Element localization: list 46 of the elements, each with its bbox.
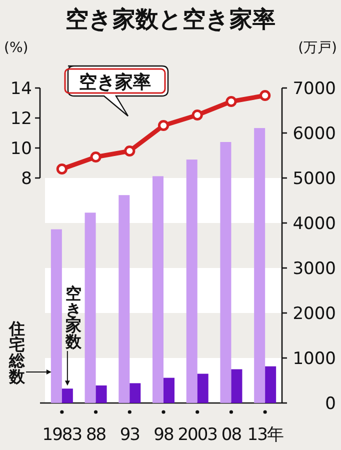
bar bbox=[84, 212, 96, 403]
y2-tick-label: 3000 bbox=[292, 259, 336, 279]
bar bbox=[231, 369, 242, 403]
chart-title: 空き家数と空き家率 bbox=[66, 6, 276, 33]
x-tick-label: 88 bbox=[86, 425, 106, 445]
x-tick-label: 08 bbox=[221, 425, 242, 445]
bar bbox=[96, 385, 107, 403]
y-axis-title: (%) bbox=[4, 40, 28, 56]
bar bbox=[62, 388, 73, 403]
bar bbox=[164, 378, 174, 403]
y2-tick-label: 2000 bbox=[292, 304, 336, 324]
point bbox=[226, 96, 237, 108]
point bbox=[124, 145, 136, 157]
y2-tick-label: 4000 bbox=[292, 214, 336, 234]
x-tick-label: 1983 bbox=[42, 425, 82, 445]
y-tick-label: 14 bbox=[10, 79, 32, 99]
y-tick-label: 8 bbox=[21, 169, 32, 189]
point bbox=[56, 163, 68, 175]
bar bbox=[50, 229, 62, 403]
bar bbox=[254, 128, 266, 403]
x-tick-label: 13年 bbox=[247, 425, 284, 445]
bar bbox=[186, 160, 198, 403]
x-tick-label: 93 bbox=[120, 425, 140, 445]
bar bbox=[118, 195, 130, 403]
point bbox=[90, 151, 102, 163]
y2-tick-label: 0 bbox=[325, 394, 336, 414]
point bbox=[192, 109, 203, 121]
bar bbox=[130, 383, 141, 403]
bar bbox=[220, 142, 232, 403]
text: 空き家数 bbox=[64, 284, 82, 351]
y-tick-label: 12 bbox=[10, 109, 32, 129]
series-label: 住宅総数 bbox=[8, 319, 26, 386]
series-label: 空き家率 bbox=[79, 72, 151, 93]
y2-axis-title: (万戸) bbox=[298, 40, 337, 56]
point bbox=[158, 120, 170, 132]
bar bbox=[265, 366, 276, 403]
y2-tick-label: 6000 bbox=[292, 124, 336, 144]
y2-tick-label: 7000 bbox=[292, 79, 336, 99]
bar bbox=[197, 374, 208, 403]
y2-tick-label: 1000 bbox=[292, 349, 336, 369]
y-tick-label: 10 bbox=[10, 139, 32, 159]
point bbox=[260, 90, 271, 102]
y2-tick-label: 5000 bbox=[292, 169, 336, 189]
x-tick-label: 98 bbox=[154, 425, 174, 445]
bar bbox=[152, 176, 164, 403]
x-tick-label: 2003 bbox=[178, 425, 218, 445]
